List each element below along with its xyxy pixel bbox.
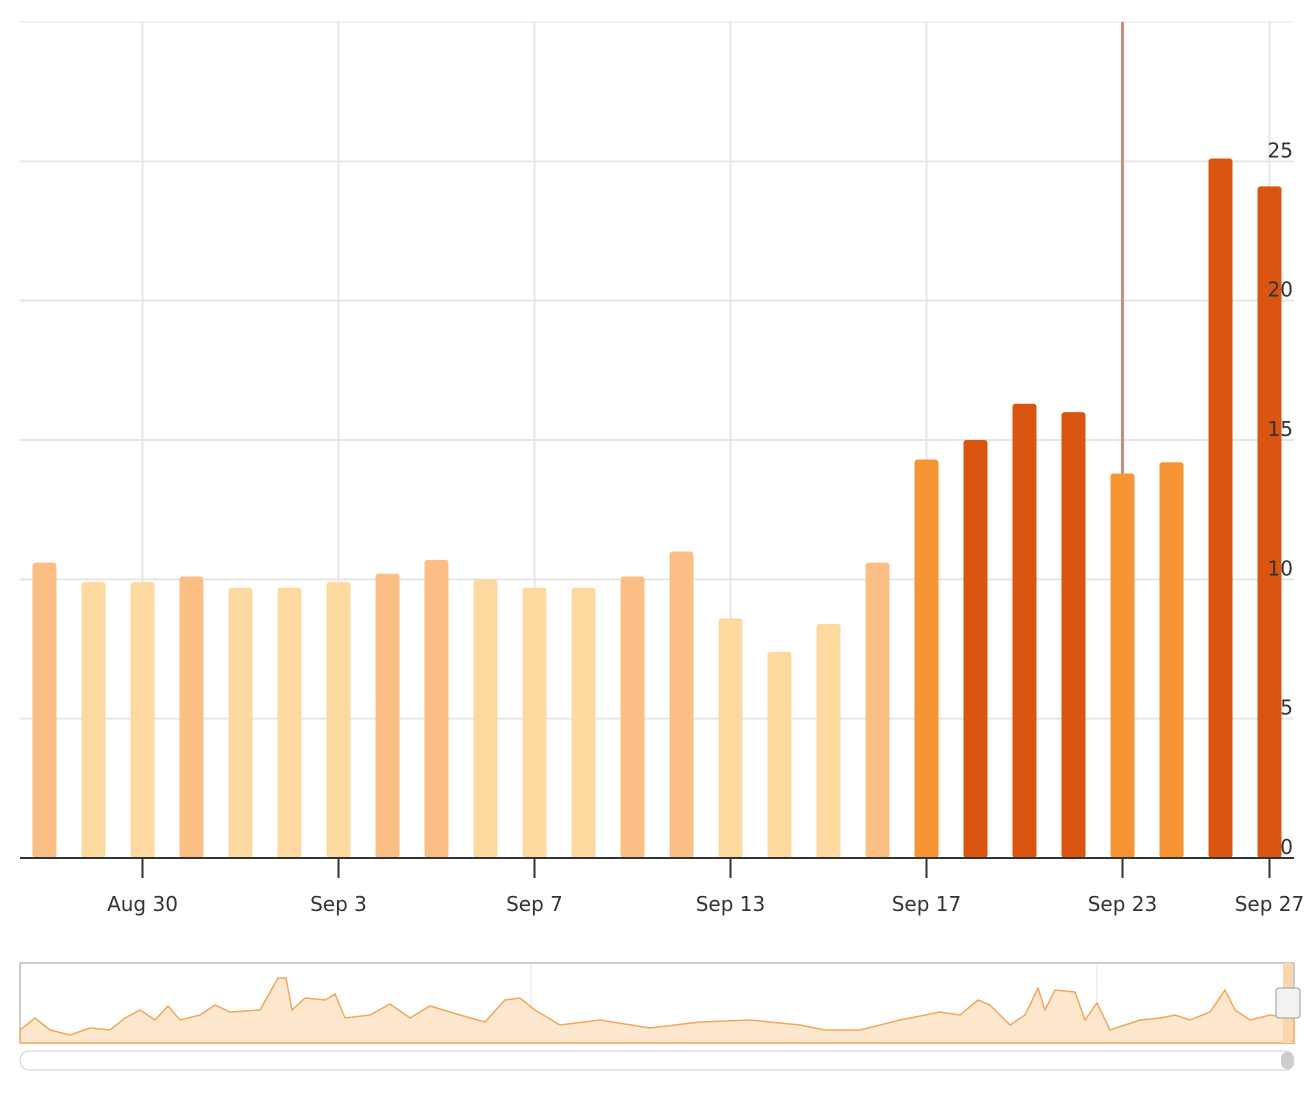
bar [81, 582, 106, 858]
bar [1012, 403, 1037, 858]
navigator-handle[interactable] [1275, 987, 1301, 1019]
bar [620, 576, 645, 858]
x-tick-label: Sep 7 [506, 892, 563, 916]
bar [424, 559, 449, 858]
y-tick-label: 5 [1280, 696, 1293, 720]
x-tick-label: Sep 13 [696, 892, 766, 916]
bar [228, 587, 253, 858]
x-tick-label: Sep 27 [1235, 892, 1305, 916]
bar [767, 651, 792, 858]
bar [669, 551, 694, 858]
bar [914, 459, 939, 858]
bar [522, 587, 547, 858]
bar [718, 618, 743, 858]
bar [326, 582, 351, 858]
navigator [19, 962, 1301, 1071]
x-tick-label: Sep 17 [892, 892, 962, 916]
bar [816, 623, 841, 858]
bar [1110, 473, 1135, 858]
bar [277, 587, 302, 858]
x-tick-label: Sep 23 [1088, 892, 1158, 916]
scrollbar[interactable] [19, 1050, 1295, 1071]
y-tick-label: 15 [1268, 417, 1293, 441]
y-tick-label: 20 [1268, 278, 1293, 302]
bar [473, 579, 498, 858]
bar [963, 440, 988, 858]
bar [32, 562, 57, 858]
bar [571, 587, 596, 858]
bar [179, 576, 204, 858]
bar [1061, 412, 1086, 858]
y-tick-label: 10 [1268, 556, 1293, 580]
bar [865, 562, 890, 858]
bar [130, 582, 155, 858]
navigator-series [19, 977, 1295, 1044]
bar [1257, 186, 1282, 858]
bar [1159, 462, 1184, 858]
y-tick-label: 25 [1268, 138, 1293, 162]
x-tick-label: Aug 30 [107, 892, 178, 916]
scrollbar-thumb[interactable] [1281, 1052, 1293, 1069]
y-tick-label: 0 [1280, 835, 1293, 859]
bar [375, 573, 400, 858]
x-tick-label: Sep 3 [310, 892, 367, 916]
bar [1208, 158, 1233, 859]
